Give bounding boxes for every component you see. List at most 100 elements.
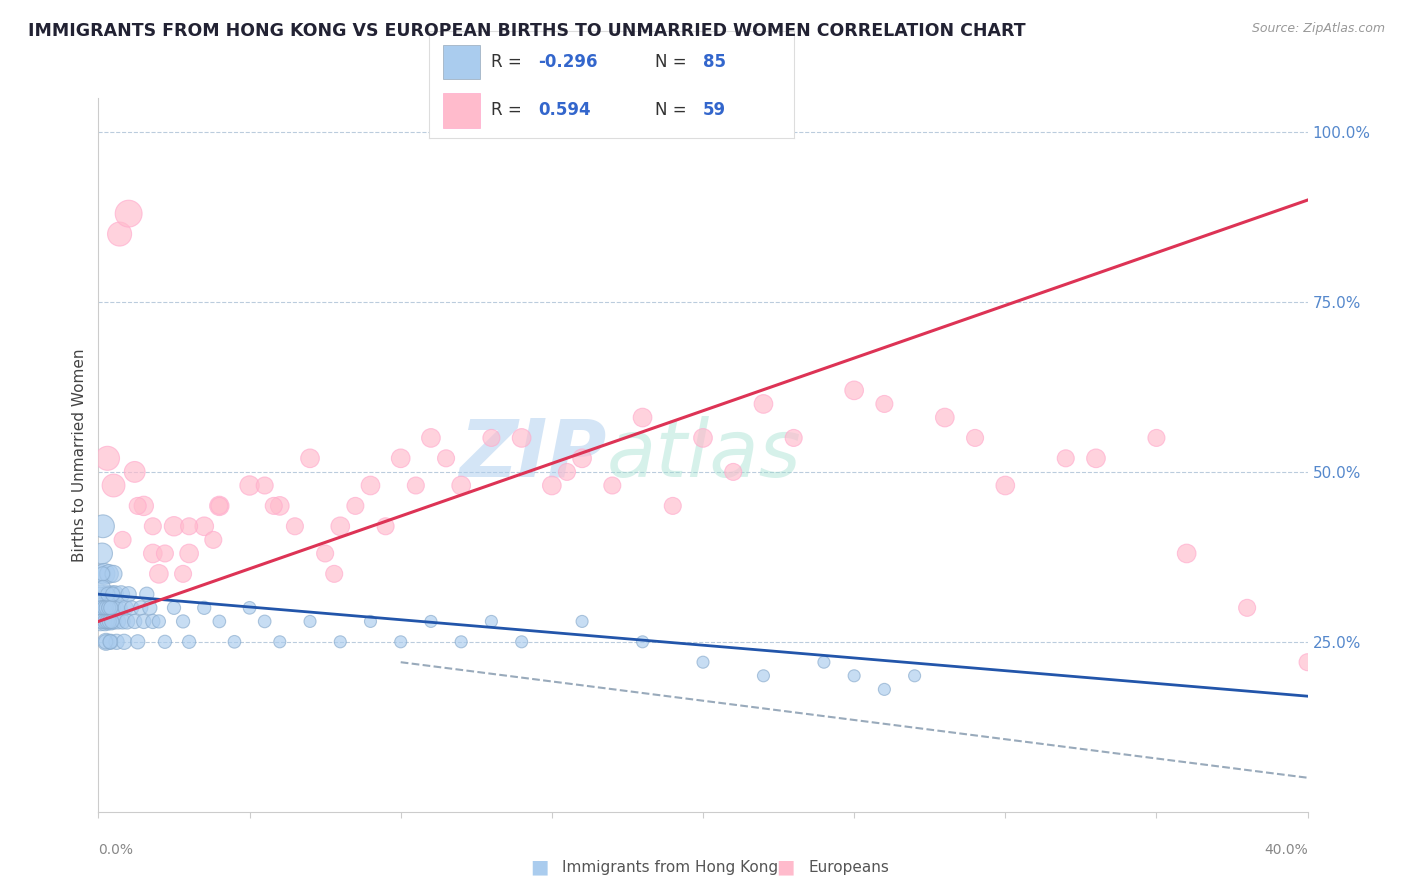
Point [118, 587, 141, 601]
Point [661, 499, 683, 513]
Point [540, 478, 562, 492]
Text: N =: N = [655, 102, 692, 120]
Point [139, 600, 162, 615]
Point [148, 566, 170, 581]
Point [172, 615, 194, 629]
Point [98, 635, 121, 649]
FancyBboxPatch shape [443, 94, 479, 128]
Point [389, 635, 412, 649]
Point [163, 519, 186, 533]
Point [450, 635, 472, 649]
Point [844, 384, 866, 398]
Point [344, 499, 367, 513]
Point [172, 566, 194, 581]
Point [98, 566, 121, 581]
Text: 40.0%: 40.0% [1264, 843, 1308, 857]
Point [239, 478, 262, 492]
Point [631, 635, 654, 649]
Point [434, 451, 457, 466]
Point [103, 566, 125, 581]
Point [1054, 451, 1077, 466]
Point [93, 600, 115, 615]
Point [934, 410, 956, 425]
Point [132, 499, 155, 513]
Point [224, 635, 246, 649]
Point [782, 431, 804, 445]
Point [100, 600, 122, 615]
Point [481, 615, 503, 629]
Point [96, 587, 118, 601]
Point [179, 635, 201, 649]
Point [389, 451, 412, 466]
Point [904, 669, 927, 683]
Text: Immigrants from Hong Kong: Immigrants from Hong Kong [562, 860, 779, 874]
Point [752, 397, 775, 411]
Point [142, 546, 165, 560]
Point [360, 478, 382, 492]
Point [873, 682, 896, 697]
Point [98, 615, 121, 629]
Point [481, 431, 503, 445]
Point [127, 499, 149, 513]
Point [723, 465, 745, 479]
Point [420, 615, 443, 629]
Point [100, 615, 122, 629]
Point [105, 635, 128, 649]
Text: R =: R = [491, 102, 533, 120]
Point [91, 519, 114, 533]
Text: IMMIGRANTS FROM HONG KONG VS EUROPEAN BIRTHS TO UNMARRIED WOMEN CORRELATION CHAR: IMMIGRANTS FROM HONG KONG VS EUROPEAN BI… [28, 22, 1026, 40]
Text: 59: 59 [703, 102, 725, 120]
Text: -0.296: -0.296 [538, 54, 598, 71]
Point [405, 478, 427, 492]
Point [179, 546, 201, 560]
Point [752, 669, 775, 683]
Point [571, 451, 593, 466]
Point [299, 451, 322, 466]
Point [104, 587, 127, 601]
Point [571, 615, 593, 629]
Point [148, 615, 170, 629]
Point [97, 587, 120, 601]
Point [101, 587, 124, 601]
Point [873, 397, 896, 411]
Text: 0.594: 0.594 [538, 102, 591, 120]
Point [107, 615, 129, 629]
Point [602, 478, 624, 492]
Text: Source: ZipAtlas.com: Source: ZipAtlas.com [1251, 22, 1385, 36]
Point [91, 581, 114, 595]
Point [115, 615, 138, 629]
Point [90, 566, 112, 581]
Point [269, 499, 291, 513]
Point [239, 600, 262, 615]
Point [93, 600, 115, 615]
Point [132, 615, 155, 629]
Point [91, 546, 114, 560]
Point [1085, 451, 1108, 466]
Point [510, 635, 533, 649]
Point [208, 615, 231, 629]
Point [374, 519, 396, 533]
Point [965, 431, 987, 445]
Point [269, 635, 291, 649]
Point [193, 519, 215, 533]
Point [844, 669, 866, 683]
Point [450, 478, 472, 492]
Point [202, 533, 225, 547]
Point [360, 615, 382, 629]
Point [263, 499, 285, 513]
Point [93, 566, 115, 581]
Point [96, 600, 118, 615]
Text: R =: R = [491, 54, 527, 71]
FancyBboxPatch shape [443, 45, 479, 79]
Text: ■: ■ [776, 857, 794, 877]
Y-axis label: Births to Unmarried Women: Births to Unmarried Women [72, 348, 87, 562]
Point [101, 600, 124, 615]
Point [94, 615, 117, 629]
Point [692, 655, 714, 669]
Point [114, 600, 136, 615]
Point [153, 635, 176, 649]
Point [420, 431, 443, 445]
Point [994, 478, 1017, 492]
Point [104, 600, 127, 615]
Point [112, 635, 135, 649]
